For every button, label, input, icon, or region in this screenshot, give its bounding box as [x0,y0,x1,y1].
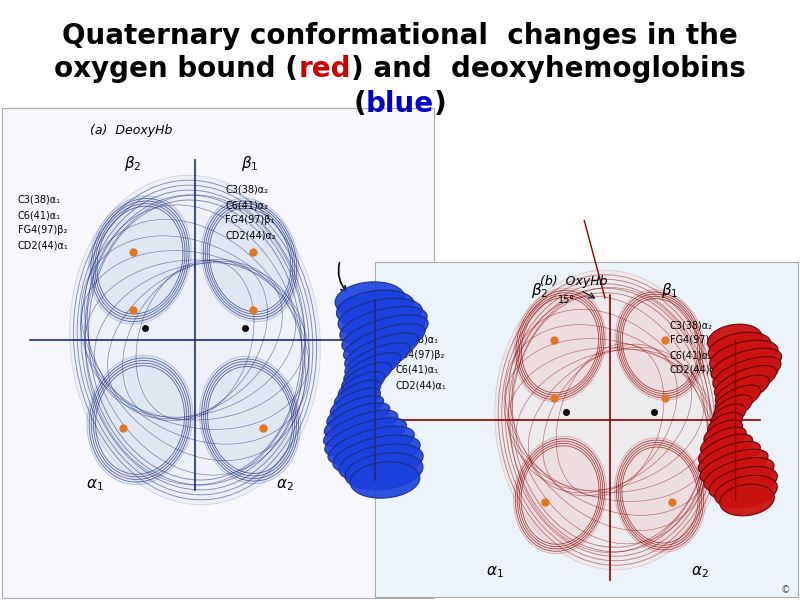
Ellipse shape [326,395,384,427]
Ellipse shape [323,410,398,447]
Text: ): ) [434,90,447,118]
Text: C3(38)α₁: C3(38)α₁ [18,195,61,205]
Ellipse shape [344,353,401,385]
Ellipse shape [710,340,778,374]
Text: ) and  deoxyhemoglobins: ) and deoxyhemoglobins [351,55,746,83]
Ellipse shape [345,453,423,490]
Ellipse shape [350,462,420,498]
Text: $\beta_2$: $\beta_2$ [124,154,142,173]
Text: red: red [298,55,351,83]
Ellipse shape [704,420,742,445]
Ellipse shape [70,175,320,505]
Ellipse shape [494,270,726,570]
Text: C6(41)α₁: C6(41)α₁ [18,210,61,220]
Text: 15°: 15° [763,370,780,380]
Ellipse shape [614,438,706,552]
Ellipse shape [340,307,427,345]
Bar [2,108,434,598]
Text: FG4(97)β₁: FG4(97)β₁ [670,335,719,345]
Ellipse shape [324,403,390,437]
Bar [375,262,798,597]
Text: oxygen bound (: oxygen bound ( [54,55,298,83]
Ellipse shape [337,290,414,327]
Ellipse shape [698,434,753,465]
Ellipse shape [711,348,782,382]
Text: $\alpha_1$: $\alpha_1$ [86,477,104,493]
Ellipse shape [714,365,777,398]
Text: $\beta_1$: $\beta_1$ [242,154,258,173]
Ellipse shape [698,442,760,475]
Text: FG4(97)β₁: FG4(97)β₁ [225,215,274,225]
Ellipse shape [700,449,768,484]
Text: C3(38)α₂: C3(38)α₂ [225,185,268,195]
Ellipse shape [339,444,423,482]
Ellipse shape [342,362,392,392]
Ellipse shape [343,323,425,362]
Text: blue: blue [366,90,434,118]
Text: (a)  DeoxyHb: (a) DeoxyHb [90,124,172,137]
Ellipse shape [325,418,406,457]
Ellipse shape [342,315,428,354]
Text: C6(41)α₂: C6(41)α₂ [670,350,713,360]
Ellipse shape [345,343,410,377]
Text: $\alpha_2$: $\alpha_2$ [276,477,294,493]
Text: CD2(44)α₂: CD2(44)α₂ [225,230,276,240]
Text: Quaternary conformational  changes in the: Quaternary conformational changes in the [62,22,738,50]
Text: CD2(44)α₂: CD2(44)α₂ [670,365,721,375]
Text: $\alpha_2$: $\alpha_2$ [691,564,709,580]
Ellipse shape [714,475,778,508]
Ellipse shape [328,426,414,465]
Ellipse shape [701,427,746,455]
Ellipse shape [713,356,781,391]
Ellipse shape [711,404,746,428]
Ellipse shape [615,290,705,400]
Text: FG4(97)β₂: FG4(97)β₂ [18,225,67,235]
Ellipse shape [202,199,298,322]
Ellipse shape [707,412,742,436]
Text: (b)  OxyHb: (b) OxyHb [540,275,607,288]
Text: $\beta_2$: $\beta_2$ [531,281,549,300]
Text: C3(38)α₂: C3(38)α₂ [670,320,713,330]
Ellipse shape [338,298,422,336]
Ellipse shape [89,196,191,324]
Text: (: ( [353,90,366,118]
Ellipse shape [514,288,606,402]
Text: CD2(44)α₁: CD2(44)α₁ [395,380,446,390]
Ellipse shape [715,385,761,413]
Text: CD2(44)α₁: CD2(44)α₁ [18,240,69,250]
Ellipse shape [714,395,752,420]
Text: 15°: 15° [558,295,575,305]
Ellipse shape [715,375,770,406]
Text: C3(38)α₁: C3(38)α₁ [395,335,438,345]
Text: C6(41)α₂: C6(41)α₂ [225,200,268,210]
Text: $\alpha_1$: $\alpha_1$ [486,564,504,580]
Ellipse shape [338,372,385,400]
Ellipse shape [87,355,193,485]
Ellipse shape [720,484,774,516]
Ellipse shape [334,380,381,408]
Text: C6(41)α₁: C6(41)α₁ [395,365,438,375]
Ellipse shape [514,436,606,554]
Ellipse shape [709,332,771,365]
Text: ©: © [780,585,790,595]
Ellipse shape [708,324,762,356]
Ellipse shape [199,356,301,484]
Ellipse shape [333,435,420,473]
Ellipse shape [335,282,405,318]
Ellipse shape [709,466,778,500]
Text: FG4(97)β₂: FG4(97)β₂ [395,350,444,360]
Ellipse shape [345,333,419,370]
Ellipse shape [704,458,774,492]
Text: $\beta_1$: $\beta_1$ [662,281,678,300]
Ellipse shape [330,388,381,418]
